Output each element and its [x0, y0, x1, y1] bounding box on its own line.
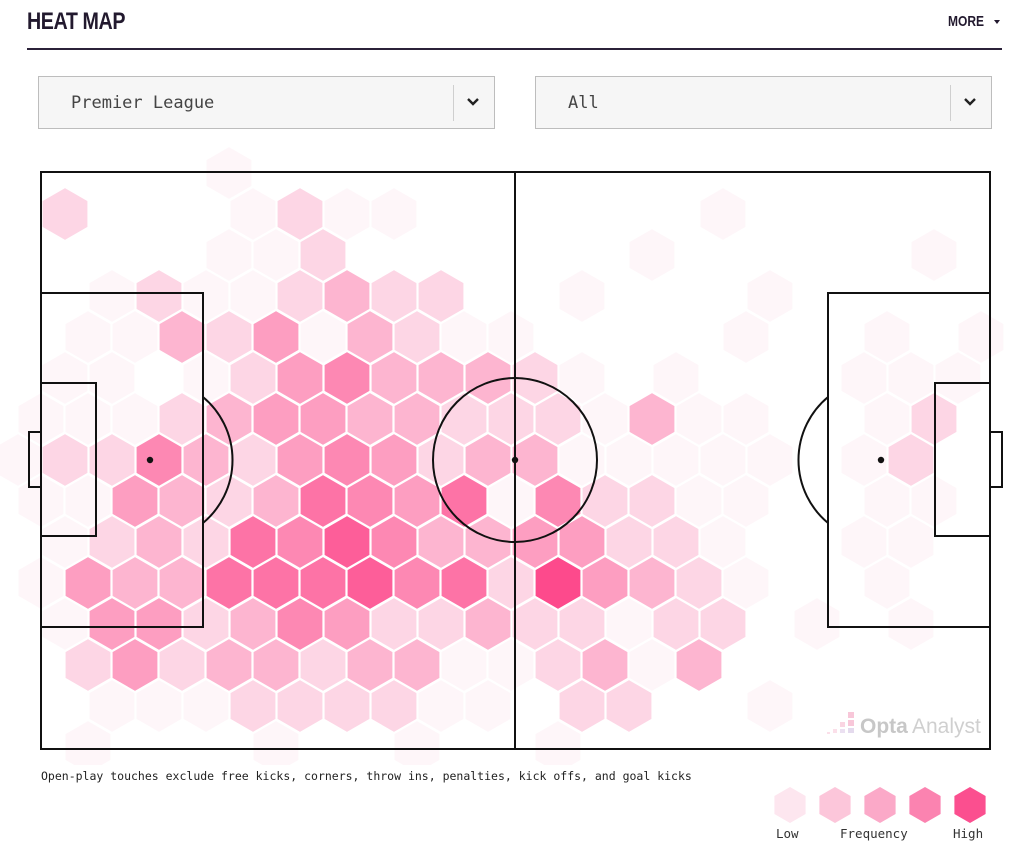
- chevron-down-icon: [467, 98, 479, 106]
- legend-low: Low: [776, 826, 799, 841]
- heat-hex: [792, 595, 842, 653]
- footnote: Open-play touches exclude free kicks, co…: [41, 769, 692, 783]
- heatmap-pitch: Opta Analyst: [0, 144, 1006, 765]
- more-label: MORE: [948, 13, 984, 30]
- heat-hex: [40, 185, 90, 243]
- heat-hex: [533, 718, 583, 765]
- legend-frequency: Frequency: [840, 826, 908, 841]
- heat-hex: [886, 595, 936, 653]
- heat-hex: [463, 677, 513, 735]
- legend-hex: [774, 787, 806, 823]
- heat-hex: [251, 718, 301, 765]
- pitch-lines: [28, 171, 1003, 750]
- legend-hex: [954, 787, 986, 823]
- heatmap-hexes: [0, 144, 1006, 765]
- heat-hex: [604, 677, 654, 735]
- heat-hex: [63, 718, 113, 765]
- scope-value: All: [568, 93, 599, 113]
- caret-down-icon: [994, 19, 1000, 24]
- heat-hex: [627, 226, 677, 284]
- pitch-spots: [146, 456, 885, 464]
- legend-high: High: [953, 826, 984, 841]
- scope-select[interactable]: All: [535, 76, 992, 129]
- legend: Low Frequency High: [770, 786, 1020, 846]
- opta-analyst-watermark: Opta Analyst: [827, 712, 981, 738]
- heat-hex: [721, 308, 771, 366]
- heat-hex: [909, 226, 959, 284]
- heat-hex: [557, 267, 607, 325]
- more-menu-button[interactable]: MORE: [939, 13, 1000, 30]
- legend-hex: [819, 787, 851, 823]
- select-divider: [453, 85, 454, 121]
- select-divider: [950, 85, 951, 121]
- chevron-down-icon: [964, 98, 976, 106]
- header: HEAT MAP MORE: [27, 0, 1002, 50]
- svg-text:Analyst: Analyst: [912, 715, 981, 738]
- heat-hex: [745, 677, 795, 735]
- svg-text:Opta: Opta: [860, 715, 908, 738]
- heat-hex: [674, 636, 724, 694]
- heat-hex: [392, 718, 442, 765]
- heat-hex: [369, 185, 419, 243]
- competition-select[interactable]: Premier League: [38, 76, 495, 129]
- legend-hex: [909, 787, 941, 823]
- opta-logo-icon: [827, 712, 854, 734]
- legend-hex: [864, 787, 896, 823]
- heat-hex: [698, 185, 748, 243]
- legend-hex-scale: [774, 787, 986, 823]
- competition-value: Premier League: [71, 93, 215, 113]
- page-title: HEAT MAP: [27, 8, 126, 35]
